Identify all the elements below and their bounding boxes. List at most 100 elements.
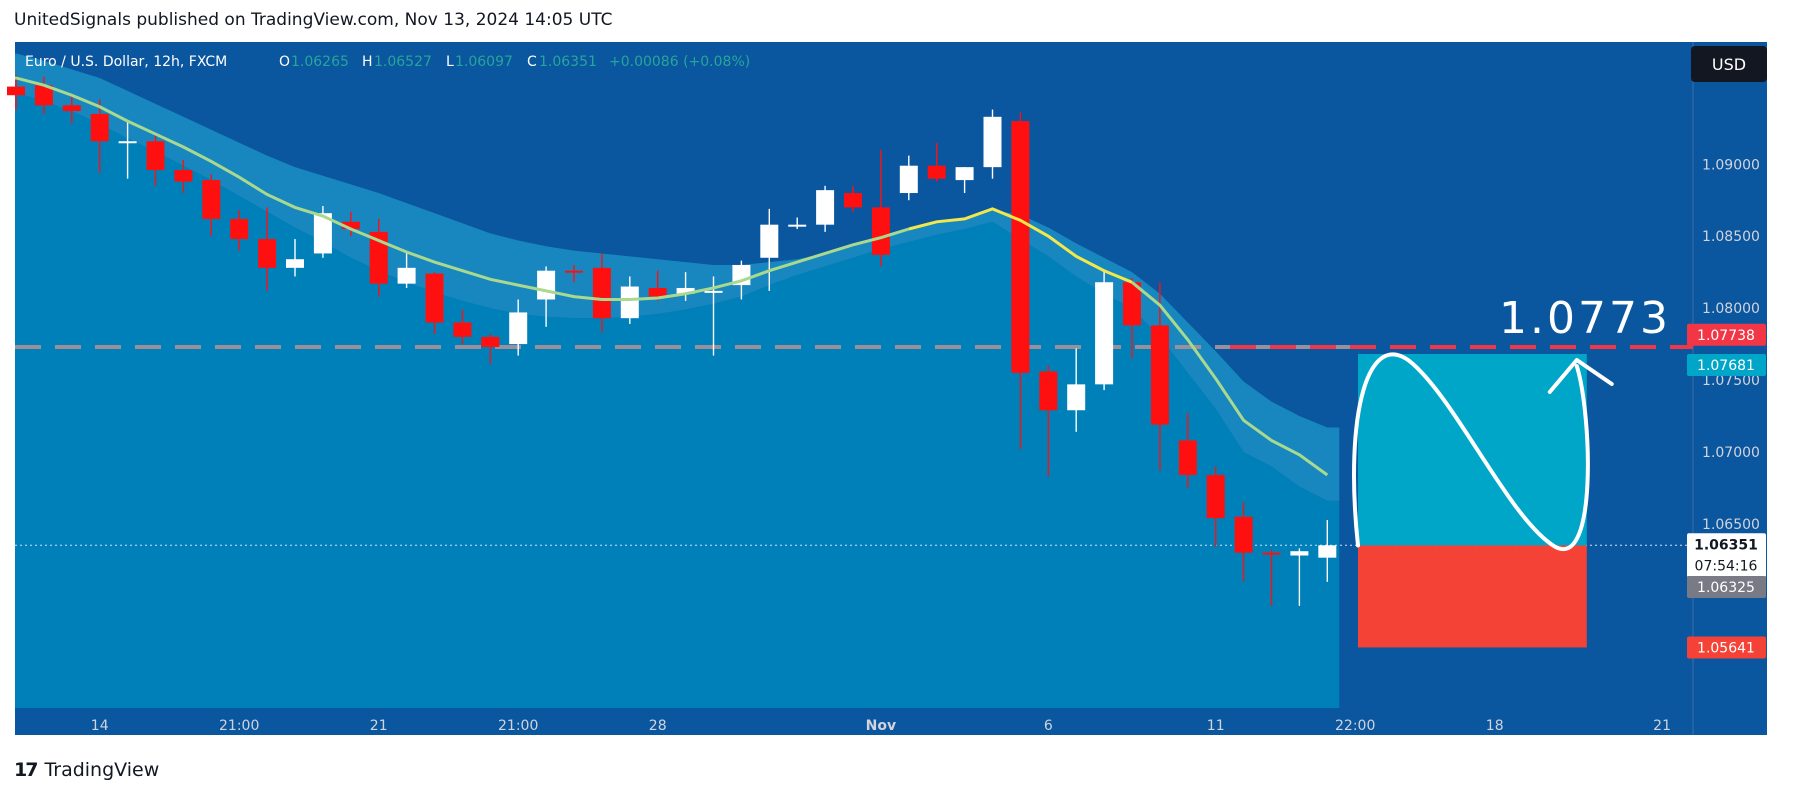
candle-body bbox=[1039, 371, 1058, 411]
candle-body bbox=[760, 224, 779, 258]
candle bbox=[146, 135, 165, 186]
candle-body bbox=[453, 322, 472, 337]
stop-zone[interactable] bbox=[1357, 545, 1587, 648]
price-badge-bg bbox=[1687, 533, 1766, 578]
candle bbox=[202, 174, 221, 237]
candle-body bbox=[676, 287, 695, 294]
candle bbox=[1150, 282, 1169, 471]
candle-body bbox=[1095, 282, 1114, 385]
price-badge-text: 1.05641 bbox=[1697, 640, 1755, 656]
candle-body bbox=[1011, 121, 1030, 373]
candle-body bbox=[369, 231, 388, 284]
candle bbox=[648, 270, 667, 301]
candle-body bbox=[397, 267, 416, 284]
candle bbox=[174, 159, 193, 194]
y-tick-label: 1.08000 bbox=[1702, 301, 1760, 317]
candle-body bbox=[816, 190, 835, 225]
price-badge-text: 1.07738 bbox=[1697, 328, 1755, 344]
candle bbox=[286, 239, 304, 277]
candle-body bbox=[1123, 282, 1141, 326]
change-value: +0.00086 (+0.08%) bbox=[609, 54, 750, 70]
price-badge-current: 1.06351 07:54:16 bbox=[1687, 533, 1766, 578]
price-badge-bg bbox=[1687, 353, 1766, 376]
currency-button[interactable]: USD bbox=[1691, 46, 1767, 82]
time-axis-background bbox=[15, 708, 1693, 735]
tradingview-logo[interactable]: 17 TradingView bbox=[14, 759, 159, 781]
x-tick-label: 18 bbox=[1486, 718, 1504, 734]
candle bbox=[899, 155, 918, 201]
candle-body bbox=[1150, 325, 1169, 425]
price-badge-bg bbox=[1687, 636, 1766, 659]
price-badge-gray: 1.06325 bbox=[1687, 576, 1766, 599]
high-label: H bbox=[362, 54, 373, 70]
y-tick-label: 1.07500 bbox=[1702, 373, 1760, 389]
candle bbox=[397, 253, 416, 288]
x-tick-label: 28 bbox=[649, 718, 667, 734]
price-badge-text: 1.06325 bbox=[1697, 580, 1755, 596]
ma-area-fill bbox=[15, 92, 1340, 708]
candle-body bbox=[286, 259, 304, 268]
ma-band-fill bbox=[15, 53, 1340, 501]
candle-body bbox=[34, 85, 53, 106]
candle bbox=[258, 207, 277, 291]
candle bbox=[118, 121, 137, 179]
candle-body bbox=[174, 170, 193, 182]
candle bbox=[704, 276, 723, 356]
candle bbox=[509, 299, 528, 356]
close-label: C bbox=[527, 54, 537, 70]
price-badge-target: 1.07738 bbox=[1687, 323, 1766, 346]
candle bbox=[1011, 112, 1030, 450]
x-tick-label: 21 bbox=[370, 718, 388, 734]
price-axis-background bbox=[1693, 42, 1767, 735]
candle-body bbox=[927, 165, 946, 179]
x-tick-label: 21 bbox=[1653, 718, 1671, 734]
candle-body bbox=[648, 287, 667, 297]
candle bbox=[1095, 272, 1114, 391]
y-tick-label: 1.06500 bbox=[1702, 517, 1760, 533]
x-tick-label: 21:00 bbox=[498, 718, 538, 734]
candle-body bbox=[844, 193, 862, 208]
candle-body bbox=[955, 167, 974, 181]
drawn-path bbox=[1352, 352, 1590, 551]
moving-average-line-tail bbox=[1131, 281, 1329, 477]
candle bbox=[369, 218, 388, 297]
open-value: 1.06265 bbox=[291, 54, 349, 70]
symbol-label: Euro / U.S. Dollar, 12h, FXCM bbox=[25, 54, 227, 70]
candle bbox=[7, 75, 25, 110]
price-badge-bg bbox=[1687, 323, 1766, 346]
candle-body bbox=[592, 267, 611, 319]
candle-body bbox=[481, 336, 500, 347]
candle bbox=[1262, 549, 1281, 606]
candle bbox=[844, 185, 862, 212]
candle bbox=[1318, 519, 1337, 582]
x-tick-label: 21:00 bbox=[219, 718, 259, 734]
candle bbox=[230, 210, 249, 251]
moving-average-highlight bbox=[908, 207, 1133, 284]
candle bbox=[676, 272, 695, 301]
candle bbox=[90, 99, 109, 173]
candle bbox=[1290, 548, 1309, 606]
candle bbox=[1123, 277, 1141, 359]
candle bbox=[565, 264, 583, 283]
price-badge-bg bbox=[1687, 576, 1766, 599]
moving-average-line bbox=[15, 76, 910, 301]
candle-body bbox=[230, 218, 249, 240]
y-tick-label: 1.07000 bbox=[1702, 445, 1760, 461]
candle-body bbox=[258, 239, 277, 268]
candle-body bbox=[704, 290, 723, 293]
low-label: L bbox=[446, 54, 454, 70]
y-tick-label: 1.09000 bbox=[1702, 157, 1760, 173]
candle bbox=[425, 272, 444, 335]
candle-body bbox=[202, 180, 221, 219]
arrow-head-icon bbox=[1547, 357, 1614, 394]
candle-body bbox=[62, 105, 81, 112]
candle bbox=[788, 217, 807, 229]
candle-body bbox=[509, 312, 528, 345]
candle bbox=[955, 167, 974, 194]
target-annotation: 1.0773 bbox=[1499, 293, 1671, 344]
tv-logo-icon: 17 bbox=[14, 759, 38, 781]
x-tick-label: 6 bbox=[1044, 718, 1053, 734]
candle-body bbox=[341, 221, 360, 229]
profit-zone[interactable] bbox=[1357, 353, 1587, 546]
